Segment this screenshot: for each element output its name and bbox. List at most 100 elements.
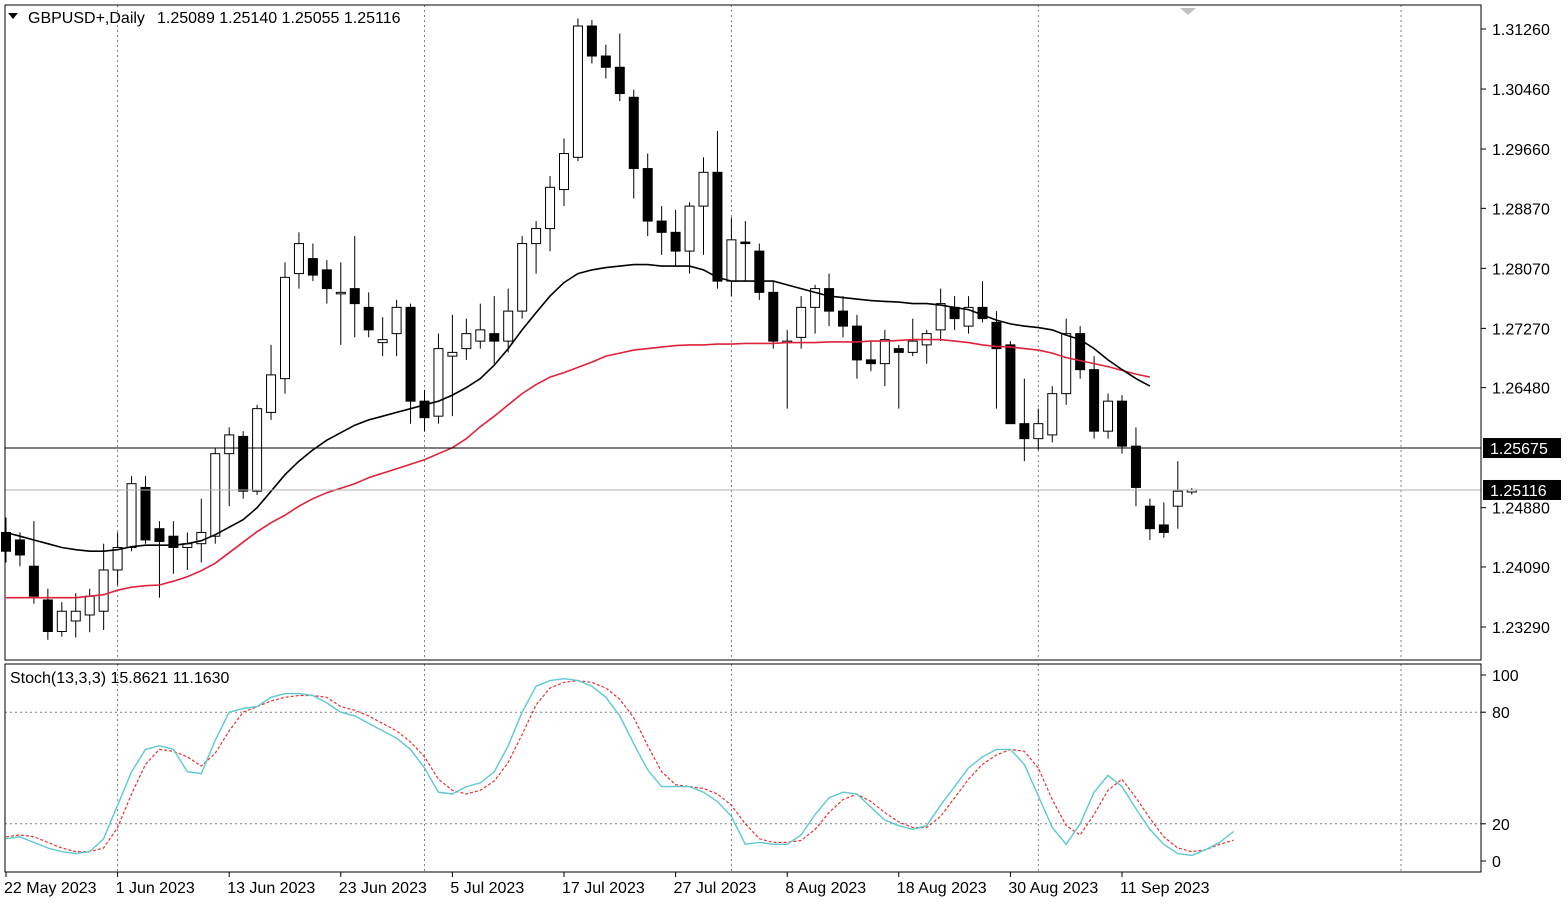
candle-body[interactable] bbox=[1130, 445, 1141, 488]
candle-body[interactable] bbox=[168, 535, 179, 548]
candle-body[interactable] bbox=[991, 321, 1002, 350]
candle-body[interactable] bbox=[684, 205, 695, 252]
time-axis-label: 30 Aug 2023 bbox=[1008, 880, 1098, 897]
price-axis-label: 1.24090 bbox=[1492, 560, 1550, 577]
time-axis-label: 27 Jul 2023 bbox=[674, 880, 757, 897]
candle-body[interactable] bbox=[84, 595, 95, 616]
stochastic-main-line bbox=[5, 677, 1235, 857]
candle-body[interactable] bbox=[433, 348, 444, 417]
candle-body[interactable] bbox=[363, 306, 374, 331]
candle-body[interactable] bbox=[1144, 505, 1155, 530]
candle-body[interactable] bbox=[754, 250, 765, 293]
price-badge bbox=[1483, 479, 1561, 500]
candle-body[interactable] bbox=[698, 171, 709, 207]
candle-body[interactable] bbox=[293, 243, 304, 275]
candle-body[interactable] bbox=[280, 276, 290, 380]
candle-body[interactable] bbox=[56, 610, 67, 632]
candle-body[interactable] bbox=[461, 333, 472, 350]
scroll-marker-icon[interactable] bbox=[1180, 8, 1196, 15]
candle-body[interactable] bbox=[1033, 423, 1044, 440]
candle-body[interactable] bbox=[1117, 400, 1127, 447]
candle-body[interactable] bbox=[1019, 423, 1030, 440]
candle-body[interactable] bbox=[949, 306, 960, 320]
candle-body[interactable] bbox=[489, 333, 500, 342]
candle-body[interactable] bbox=[517, 243, 528, 312]
candle-body[interactable] bbox=[266, 374, 277, 413]
candle-body[interactable] bbox=[838, 310, 848, 327]
candle-body[interactable] bbox=[1103, 400, 1114, 432]
candle-body[interactable] bbox=[1075, 333, 1086, 371]
candle-body[interactable] bbox=[447, 351, 458, 357]
main-panel-frame bbox=[4, 4, 1482, 661]
candle-body[interactable] bbox=[503, 310, 514, 342]
candle-body[interactable] bbox=[796, 306, 807, 338]
candle-body[interactable] bbox=[307, 258, 318, 276]
candle-body[interactable] bbox=[70, 610, 81, 622]
candle-body[interactable] bbox=[670, 231, 681, 252]
candle-body[interactable] bbox=[768, 291, 779, 342]
candle-body[interactable] bbox=[391, 306, 402, 335]
candle-body[interactable] bbox=[628, 96, 639, 170]
candle-body[interactable] bbox=[865, 359, 876, 365]
candle-body[interactable] bbox=[893, 348, 904, 353]
candle-body[interactable] bbox=[1005, 344, 1016, 425]
candle-body[interactable] bbox=[335, 291, 346, 295]
candle-body[interactable] bbox=[224, 434, 235, 455]
candle-body[interactable] bbox=[642, 168, 653, 222]
time-axis-label: 17 Jul 2023 bbox=[562, 880, 645, 897]
candle-body[interactable] bbox=[907, 340, 918, 353]
candle-body[interactable] bbox=[726, 239, 737, 282]
candle-body[interactable] bbox=[879, 339, 890, 365]
candle-body[interactable] bbox=[1158, 524, 1169, 533]
candle-body[interactable] bbox=[252, 408, 263, 492]
price-axis-label: 1.24880 bbox=[1492, 501, 1550, 518]
candle-body[interactable] bbox=[112, 546, 123, 571]
candle-body[interactable] bbox=[545, 186, 556, 230]
candle-body[interactable] bbox=[1089, 369, 1100, 432]
candle-body[interactable] bbox=[1061, 333, 1072, 395]
candle-body[interactable] bbox=[851, 325, 862, 361]
candle-body[interactable] bbox=[614, 66, 625, 95]
horizontal-lines-layer: 1.25675 1.25116 bbox=[5, 438, 1561, 500]
candle-body[interactable] bbox=[28, 565, 39, 597]
price-axis-label: 1.29660 bbox=[1492, 142, 1550, 159]
candle-body[interactable] bbox=[740, 241, 751, 245]
candle-body[interactable] bbox=[586, 25, 597, 57]
candle-body[interactable] bbox=[531, 228, 542, 245]
candle-body[interactable] bbox=[1047, 393, 1058, 436]
candle-body[interactable] bbox=[140, 486, 151, 541]
candle-body[interactable] bbox=[349, 288, 360, 305]
candle-body[interactable] bbox=[154, 528, 165, 542]
candle-body[interactable] bbox=[42, 599, 53, 632]
axis-labels-layer: 1.31260 1.30460 1.29660 1.28870 1.28070 1.272… bbox=[4, 22, 1550, 897]
time-axis-label: 13 Jun 2023 bbox=[227, 880, 315, 897]
price-axis-label: 1.23290 bbox=[1492, 620, 1550, 637]
candle-body[interactable] bbox=[475, 329, 486, 342]
candle-body[interactable] bbox=[126, 483, 137, 548]
candle-body[interactable] bbox=[238, 435, 249, 492]
candle-body[interactable] bbox=[1172, 490, 1183, 507]
moving-average-slow-line bbox=[6, 338, 1151, 599]
candle-body[interactable] bbox=[824, 288, 835, 312]
candle-body[interactable] bbox=[321, 269, 332, 290]
candle-body[interactable] bbox=[810, 288, 821, 308]
stochastic-layer bbox=[5, 677, 1481, 857]
candle-body[interactable] bbox=[559, 153, 569, 191]
candle-body[interactable] bbox=[14, 539, 25, 556]
candle-body[interactable] bbox=[377, 339, 388, 344]
candle-body[interactable] bbox=[98, 569, 109, 612]
candle-body[interactable] bbox=[600, 55, 611, 68]
price-badge bbox=[1483, 438, 1561, 459]
candle-body[interactable] bbox=[1, 531, 11, 552]
candle-body[interactable] bbox=[656, 220, 667, 233]
candle-body[interactable] bbox=[935, 303, 946, 331]
candle-body[interactable] bbox=[963, 306, 974, 327]
candle-body[interactable] bbox=[712, 171, 723, 282]
candle-body[interactable] bbox=[572, 25, 583, 158]
candle-body[interactable] bbox=[210, 453, 221, 537]
collapse-triangle-icon[interactable] bbox=[8, 13, 18, 19]
candle-body[interactable] bbox=[419, 400, 430, 419]
candle-body[interactable] bbox=[405, 306, 416, 402]
